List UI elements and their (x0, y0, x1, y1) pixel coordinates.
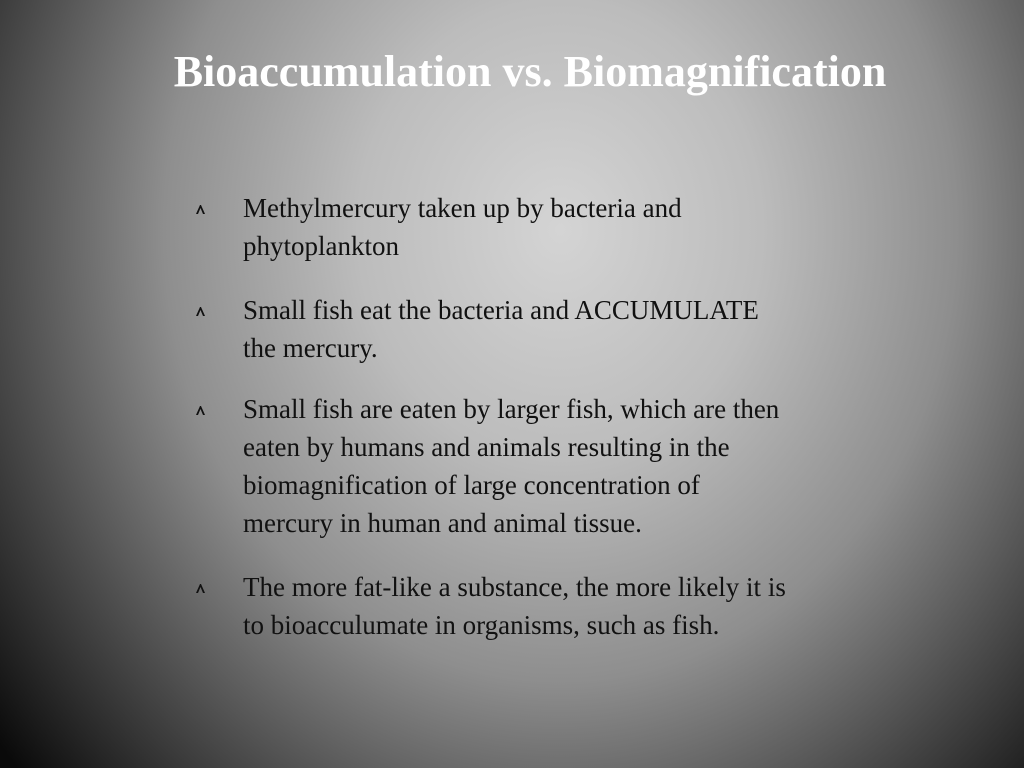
bullet-item: Small fish eat the bacteria and ACCUMULA… (195, 291, 915, 367)
bullet-marker (196, 406, 205, 415)
slide-title: Bioaccumulation vs. Biomagnification (173, 47, 887, 96)
bullet-text: phytoplankton (243, 231, 399, 261)
bullet-text: Small fish eat the bacteria and ACCUMULA… (243, 295, 759, 325)
bullet-item: Methylmercury taken up by bacteria and ph… (195, 189, 915, 265)
bullet-item: The more fat-like a substance, the more … (195, 568, 915, 644)
bullet-marker (196, 307, 205, 316)
bullet-item: Small fish are eaten by larger fish, whi… (195, 390, 915, 542)
bullet-text: biomagnification of large concentration … (243, 470, 700, 500)
bullet-text: mercury in human and animal tissue. (243, 508, 642, 538)
bullet-marker (196, 584, 205, 593)
bullet-text: eaten by humans and animals resulting in… (243, 432, 730, 462)
bullet-text: Small fish are eaten by larger fish, whi… (243, 394, 780, 424)
bullet-text: The more fat-like a substance, the more … (243, 572, 786, 602)
bullet-text: Methylmercury taken up by bacteria and (243, 193, 682, 223)
bullet-text: the mercury. (243, 333, 378, 363)
bullet-text: to bioacculumate in organisms, such as f… (243, 610, 720, 640)
bullet-marker (196, 205, 205, 214)
